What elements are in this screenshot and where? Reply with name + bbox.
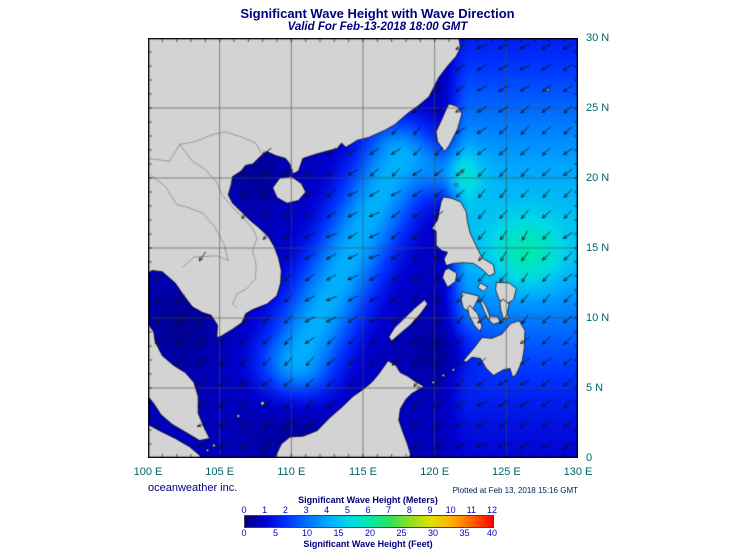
credit-text: oceanweather inc. bbox=[148, 482, 238, 494]
colorbar-feet-value: 5 bbox=[272, 528, 278, 538]
lat-tick-label: 20 N bbox=[586, 172, 610, 184]
colorbar-meters-value: 9 bbox=[427, 505, 433, 515]
colorbar-feet-label: Significant Wave Height (Feet) bbox=[303, 539, 433, 549]
colorbar-meters-value: 11 bbox=[466, 505, 476, 515]
colorbar-feet-value: 15 bbox=[333, 528, 344, 538]
colorbar-meters-value: 5 bbox=[344, 505, 350, 515]
lon-tick-label: 115 E bbox=[349, 466, 377, 478]
colorbar-feet-value: 0 bbox=[241, 528, 247, 538]
lon-tick-label: 130 E bbox=[563, 466, 593, 478]
colorbar-meters-value: 12 bbox=[486, 505, 498, 515]
colorbar-feet-value: 35 bbox=[459, 528, 470, 538]
lon-tick-label: 125 E bbox=[491, 466, 521, 478]
colorbar-meters-value: 2 bbox=[282, 505, 288, 515]
colorbar-meters-value: 8 bbox=[406, 505, 412, 515]
colorbar-meters-ticks: 0 1 2 3 4 5 6 7 8 9 10 11 12 bbox=[241, 505, 497, 515]
lat-tick-label: 10 N bbox=[586, 312, 610, 324]
colorbar-meters-label: Significant Wave Height (Meters) bbox=[298, 495, 438, 505]
wave-map-canvas bbox=[148, 38, 578, 458]
colorbar-feet-value: 30 bbox=[427, 528, 438, 538]
colorbar-feet-value: 25 bbox=[396, 528, 407, 538]
lat-tick-label: 30 N bbox=[586, 32, 610, 44]
colorbar-meters-value: 1 bbox=[262, 505, 268, 515]
colorbar-feet-value: 10 bbox=[301, 528, 312, 538]
lat-tick-label: 25 N bbox=[586, 102, 610, 114]
colorbar-meters-value: 7 bbox=[386, 505, 392, 515]
valid-time-subtitle: Valid For Feb-13-2018 18:00 GMT bbox=[287, 21, 468, 33]
colorbar-meters-value: 4 bbox=[324, 505, 330, 515]
page-title: Significant Wave Height with Wave Direct… bbox=[240, 6, 515, 21]
colorbar-gradient bbox=[244, 515, 494, 528]
lon-tick-label: 120 E bbox=[420, 466, 450, 478]
lat-tick-label: 0 bbox=[586, 452, 593, 464]
colorbar-feet-value: 40 bbox=[486, 528, 498, 538]
colorbar-meters-value: 10 bbox=[445, 505, 456, 515]
lon-tick-label: 110 E bbox=[277, 466, 306, 478]
colorbar-feet-value: 20 bbox=[364, 528, 375, 538]
lon-tick-label: 105 E bbox=[205, 466, 235, 478]
lat-tick-label: 15 N bbox=[586, 242, 610, 254]
lon-tick-label: 100 E bbox=[133, 466, 163, 478]
colorbar-feet-ticks: 0 5 10 15 20 25 30 35 40 bbox=[241, 528, 497, 538]
colorbar-meters-value: 6 bbox=[365, 505, 371, 515]
lat-tick-label: 5 N bbox=[586, 382, 604, 394]
colorbar-meters-value: 3 bbox=[303, 505, 309, 515]
plotted-at-text: Plotted at Feb 13, 2018 15:16 GMT bbox=[452, 486, 578, 495]
colorbar-meters-value: 0 bbox=[241, 505, 247, 515]
